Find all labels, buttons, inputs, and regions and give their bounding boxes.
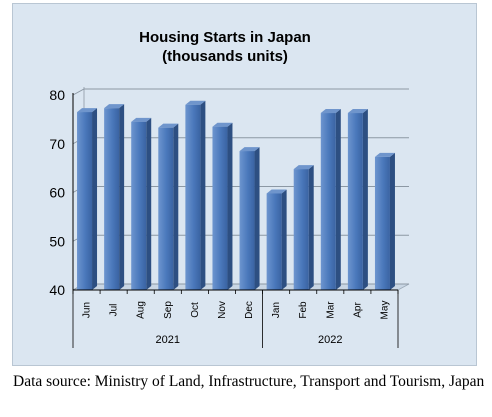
bar [374, 156, 390, 290]
x-tick-label: Nov [217, 301, 228, 319]
chart-subtitle: (thousands units) [162, 48, 288, 65]
bar [158, 127, 174, 290]
bar [239, 151, 255, 290]
bar-top [266, 189, 287, 194]
bar [320, 113, 336, 290]
chart-title: Housing Starts in Japan [139, 29, 311, 46]
x-tick-label: Apr [352, 302, 363, 318]
bar [293, 169, 309, 290]
group-label: 2021 [156, 334, 180, 346]
bar-side [281, 189, 287, 290]
bar-top [104, 104, 125, 109]
chart-area: Housing Starts in Japan (thousands units… [12, 3, 477, 366]
bar-side [173, 123, 179, 290]
bar-top [212, 122, 233, 127]
bar-top [374, 152, 395, 157]
bar-side [92, 108, 98, 290]
x-tick-label: Dec [244, 301, 255, 319]
bar-top [77, 108, 98, 113]
bar-side [308, 165, 314, 290]
bar-top [293, 165, 314, 170]
x-tick-label: Oct [190, 302, 201, 318]
y-tick-label: 60 [49, 185, 65, 201]
bar-side [254, 147, 260, 290]
x-tick-label: Feb [298, 301, 309, 319]
source-note: Data source: Ministry of Land, Infrastru… [13, 373, 485, 390]
bar [131, 121, 147, 290]
x-tick-label: May [379, 301, 390, 320]
y-tick-label: 80 [49, 87, 65, 103]
bar [212, 126, 228, 290]
bar-top [185, 100, 206, 105]
y-tick-label: 40 [49, 282, 65, 298]
bar-top [347, 109, 368, 114]
bar-side [362, 109, 368, 290]
bar-side [335, 109, 341, 290]
bar [266, 193, 282, 290]
x-tick-label: Jun [82, 302, 93, 318]
bar [347, 113, 363, 290]
bar-chart: Housing Starts in Japan (thousands units… [49, 29, 410, 348]
bar-side [119, 104, 125, 290]
plot-area: 40 50 60 70 80 Jun Jul Aug Sep Oct Nov Dec Jan Feb Mar… [49, 87, 410, 348]
bar-side [146, 117, 152, 290]
bar-top [158, 123, 179, 128]
group-label: 2022 [318, 334, 342, 346]
x-tick-label: Jan [271, 302, 282, 318]
bar-top [239, 147, 260, 152]
x-tick-label: Mar [325, 301, 336, 319]
bar [104, 108, 120, 290]
bar [185, 104, 201, 290]
gridline [72, 88, 409, 96]
y-tick-label: 50 [49, 233, 65, 249]
bar-side [227, 122, 233, 290]
bar-top [131, 117, 152, 122]
bar-top [320, 109, 341, 114]
bar-side [200, 100, 206, 290]
bar [77, 112, 93, 290]
x-tick-label: Jul [109, 304, 120, 317]
x-tick-label: Aug [136, 301, 147, 319]
bar-side [389, 152, 395, 290]
y-tick-label: 70 [49, 136, 65, 152]
x-tick-label: Sep [163, 301, 174, 319]
